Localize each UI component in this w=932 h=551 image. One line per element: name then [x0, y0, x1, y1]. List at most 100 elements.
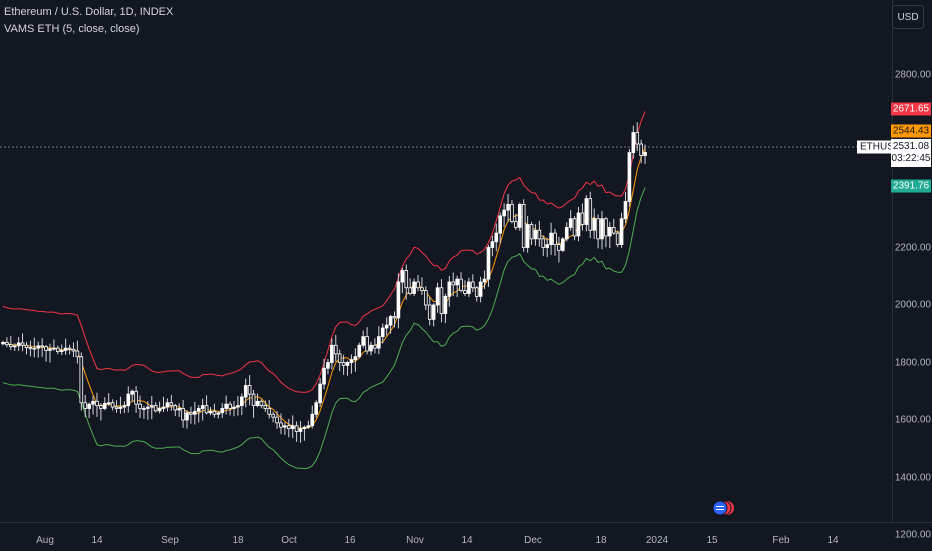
- candle-body: [369, 344, 373, 352]
- candle-body: [193, 410, 197, 415]
- candle-body: [631, 132, 636, 154]
- y-tick-label: 1600.00: [894, 414, 931, 426]
- candle-body: [153, 405, 158, 412]
- indicator-label[interactable]: VAMS ETH (5, close, close): [4, 23, 140, 35]
- candle-body: [623, 201, 628, 220]
- candle-body: [392, 316, 397, 319]
- candle-body: [263, 405, 268, 409]
- candle-body: [310, 413, 315, 427]
- candle-body: [474, 287, 479, 297]
- candle-body: [208, 410, 213, 414]
- candle-body: [345, 362, 350, 366]
- candle-body: [326, 362, 330, 369]
- candle-body: [306, 425, 311, 428]
- candle-body: [79, 356, 84, 404]
- price-axis[interactable]: 2800.002600.002400.002200.002000.001800.…: [892, 0, 932, 541]
- currency-button[interactable]: USD: [892, 5, 924, 29]
- candle-body: [114, 406, 119, 409]
- candle-body: [584, 198, 589, 225]
- candle-body: [259, 400, 264, 407]
- candle-body: [533, 229, 538, 240]
- x-tick-label: 14: [827, 535, 839, 546]
- candle-body: [580, 212, 585, 225]
- candle-body: [611, 226, 616, 234]
- candle-body: [169, 402, 174, 407]
- x-tick-label: 16: [344, 535, 356, 546]
- candle-body: [588, 198, 593, 231]
- candle-body: [110, 402, 115, 408]
- candle-body: [604, 218, 608, 237]
- candle-body: [20, 342, 25, 346]
- candle-body: [384, 324, 389, 329]
- candle-body: [416, 281, 420, 289]
- candle-body: [486, 247, 491, 280]
- candle-body: [106, 402, 111, 405]
- candle-body: [177, 408, 181, 411]
- candle-body: [28, 347, 33, 350]
- candle-body: [126, 393, 131, 407]
- candle-body: [5, 341, 9, 346]
- candle-body: [251, 393, 256, 407]
- candle-body: [95, 400, 99, 407]
- us-flag-events-icon[interactable]: [713, 500, 735, 516]
- candle-body: [181, 408, 185, 421]
- candle-body: [341, 362, 346, 366]
- candle-body: [576, 212, 581, 237]
- x-tick-label: Dec: [524, 535, 542, 546]
- price-chart[interactable]: [0, 0, 892, 522]
- candle-body: [9, 344, 13, 348]
- candle-body: [71, 348, 76, 352]
- candle-body: [56, 347, 60, 352]
- candle-body: [196, 408, 201, 412]
- candle-body: [353, 356, 358, 361]
- candle-body: [596, 218, 600, 240]
- candle-body: [506, 203, 510, 211]
- lower-band-tag: 2391.76: [891, 179, 931, 193]
- candle-body: [404, 270, 409, 289]
- candle-body: [365, 336, 369, 352]
- candle-body: [232, 406, 236, 409]
- candle-body: [600, 218, 604, 240]
- x-tick-label: 14: [461, 535, 473, 546]
- candle-body: [102, 402, 107, 409]
- candle-body: [220, 408, 225, 414]
- time-axis[interactable]: Aug 14 Sep 18 Oct 16 Nov 14 Dec 18 2024 15 Feb 14: [0, 522, 932, 551]
- candle-body: [517, 203, 522, 228]
- candle-body: [377, 336, 381, 349]
- candle-body: [63, 347, 68, 351]
- candle-body: [157, 408, 162, 412]
- chart-title: Ethereum / U.S. Dollar, 1D, INDEX: [4, 6, 174, 18]
- candle-body: [459, 278, 463, 292]
- candle-body: [337, 353, 342, 363]
- x-tick-label: Nov: [406, 535, 424, 546]
- y-tick-label: 1200.00: [894, 529, 931, 541]
- candle-body: [87, 403, 91, 409]
- candle-body: [240, 396, 244, 407]
- candle-body: [161, 406, 166, 409]
- x-tick-label: Feb: [772, 535, 790, 546]
- candle-body: [130, 390, 134, 395]
- candle-body: [361, 336, 365, 346]
- x-tick-label: 14: [91, 535, 103, 546]
- candle-body: [373, 344, 377, 349]
- candle-body: [185, 412, 189, 421]
- candle-body: [380, 327, 385, 338]
- candle-body: [521, 203, 526, 248]
- lower-band-line: [2, 187, 646, 470]
- countdown-timer: 03:22:45: [891, 153, 931, 164]
- x-tick-label: 18: [595, 535, 607, 546]
- candle-body: [228, 403, 232, 409]
- candle-body: [16, 342, 21, 347]
- candle-body: [216, 412, 221, 415]
- candle-body: [470, 281, 475, 289]
- candle-body: [298, 428, 303, 432]
- last-price-tag: 2531.08 03:22:45: [891, 139, 931, 167]
- upper-band-line: [2, 111, 646, 393]
- candle-body: [498, 215, 503, 234]
- candle-body: [467, 281, 471, 294]
- candle-body: [537, 229, 542, 240]
- candle-body: [455, 278, 459, 286]
- candle-body: [619, 218, 624, 246]
- y-tick-label: 1400.00: [894, 472, 931, 483]
- candle-body: [443, 295, 448, 315]
